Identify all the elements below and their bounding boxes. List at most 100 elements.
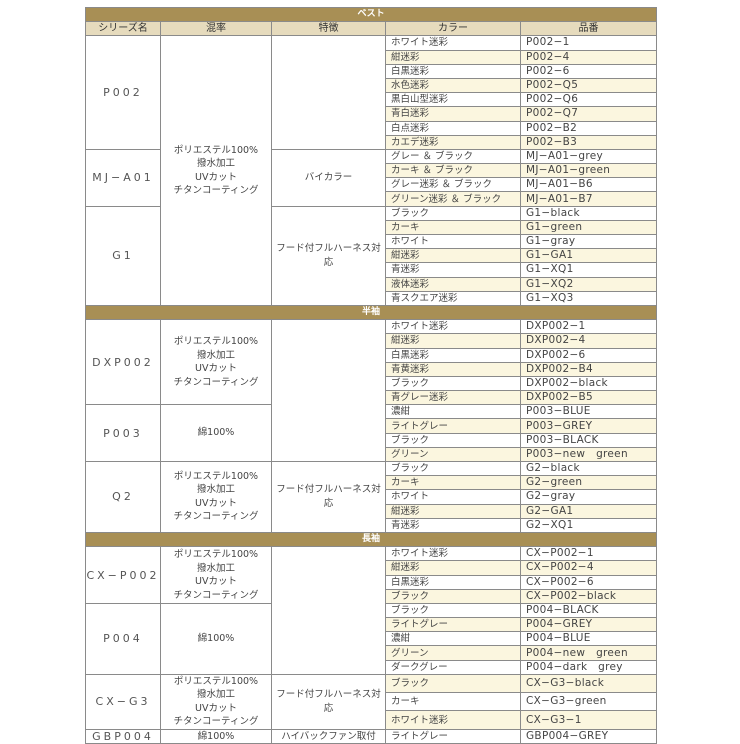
color-name: グレー ＆ ブラック [385,148,521,165]
cell-line: チタンコーティング [173,376,259,388]
product-code: P004−BLACK [519,602,658,619]
product-code: P002−1 [519,35,658,51]
product-code: MJ−A01−B7 [519,191,658,207]
product-code: G1−green [519,219,658,236]
color-name: カーキ [385,692,521,712]
color-name: ライトグレー [385,418,521,434]
table-row: 青グレー迷彩 DXP002−B5 [86,390,658,406]
table-row: グレー迷彩 ＆ ブラック MJ−A01−B6 [86,177,658,193]
product-code: DXP002−6 [519,347,658,363]
color-name: ライトグレー [385,728,521,744]
table-row: ダークグレー P004−dark grey [86,659,658,675]
color-name: 紺迷彩 [385,49,521,65]
table-row: CX−G3 ポリエステル100% 撥水加工 UVカット チタンコーティング フード付フルハ… [85,673,658,730]
product-code: DXP002−B5 [519,390,658,406]
blend-ratio: ポリエステル100% 撥水加工 UVカット チタンコーティング [160,546,272,604]
color-name: ホワイト [385,489,521,505]
product-code: G1−black [519,205,658,221]
table-row: ホワイト迷彩 CX−G3−1 [86,710,658,730]
table-row: P002 ポリエステル100% 撥水加工 UVカット チタンコーティング ホワイト迷彩 P0… [85,35,658,306]
product-code: P002−Q6 [519,92,658,108]
color-name: ホワイト迷彩 [385,319,521,335]
table-row: Q2 ポリエステル100% 撥水加工 UVカット チタンコーティング フード付フルハーネス… [85,460,658,533]
table-row: GBP004 綿100% ハイバックファン取付 ライトグレー GBP004−GREY [85,728,658,744]
series-name: P003 [85,404,161,462]
blend-ratio: ポリエステル100% 撥水加工 UVカット チタンコーティング [160,35,272,306]
color-name: 青白迷彩 [385,106,521,122]
feature: フード付フルハーネス対応 [271,673,386,730]
table-row: ライトグレー P003−GREY [86,418,658,434]
color-name: 白黒迷彩 [385,63,521,79]
product-code: P002−4 [519,49,658,65]
color-name: ブラック [385,673,521,694]
cell-line: 撥水加工 [196,689,235,701]
color-name: 紺迷彩 [385,503,521,519]
series-name: CX−P002 [85,546,161,604]
series-name: Q2 [85,461,161,533]
cell-line: チタンコーティング [173,511,259,523]
table-row: ホワイト G1−gray [86,233,658,250]
cell-line: UVカット [195,576,237,587]
table-row: 水色迷彩 P002−Q5 [86,77,658,94]
feature [271,546,386,675]
product-code: G1−XQ3 [519,290,658,306]
product-code: DXP002−black [519,375,658,392]
header-color: カラー [385,21,521,37]
product-code: G1−XQ1 [519,262,658,278]
product-code: P003−GREY [519,418,658,434]
series-name: GBP004 [85,728,161,744]
table-row: 白黒迷彩 CX−P002−6 [86,574,658,590]
blend-ratio: ポリエステル100% 撥水加工 UVカット チタンコーティング [160,319,272,406]
product-code: GBP004−GREY [519,728,658,744]
product-code: G2−GA1 [519,503,658,519]
table-row: 紺迷彩 P002−4 [86,49,658,65]
blend-ratio: ポリエステル100% 撥水加工 UVカット チタンコーティング [160,461,272,533]
cell-line: バイカラー [304,172,353,183]
product-code: P004−dark grey [519,659,658,675]
table-row: カーキ G1−green [86,219,658,236]
product-code: G2−XQ1 [519,517,658,533]
feature: ハイバックファン取付 [271,728,386,744]
color-name: ブラック [385,588,521,604]
color-name: 液体迷彩 [385,276,521,292]
section-header-row: 半袖 [84,304,658,321]
product-code: P002−6 [519,63,658,79]
table-row: CX−P002 ポリエステル100% 撥水加工 UVカット チタンコーティング ホワイト迷… [85,546,658,675]
cell-line: UVカット [195,702,237,714]
cell-line: UVカット [195,171,237,183]
product-table: ベスト シリーズ名 混率 特徴 カラー 品番 P002 ポリエステル100% 撥水加工 UVカット… [84,6,658,744]
color-name: グリーン [385,446,521,463]
product-code: G1−gray [519,233,658,250]
product-code: MJ−A01−green [519,163,658,179]
table-row: 白点迷彩 P002−B2 [86,120,658,136]
color-name: 青グレー迷彩 [385,390,521,406]
cell-line: ポリエステル100% [173,470,259,482]
color-name: 白黒迷彩 [385,347,521,363]
product-code: G1−GA1 [519,248,658,264]
color-name: グリーン [385,645,521,661]
blend-ratio: 綿100% [160,404,272,462]
blend-ratio: 綿100% [160,728,272,744]
series-name: CX−G3 [85,673,161,730]
product-code: DXP002−B4 [519,361,658,377]
product-code: CX−P002−6 [519,574,658,590]
table-row: カーキ CX−G3−green [86,692,658,712]
blend-ratio: 綿100% [160,602,272,675]
header-code: 品番 [519,21,658,37]
section-title: 長袖 [84,531,658,548]
color-name: ブラック [385,375,521,392]
product-code: P003−BLACK [519,432,658,448]
cell-line: ポリエステル100% [173,549,259,560]
series-name: DXP002 [85,319,161,406]
color-name: 濃紺 [385,404,521,420]
table-row: カーキ ＆ ブラック MJ−A01−green [86,163,658,179]
table-row: G1 フード付フルハーネス対応 ブラック G1−black [85,205,658,306]
color-name: ブラック [385,432,521,448]
cell-line: チタンコーティング [173,716,259,728]
color-name: カエデ迷彩 [385,134,521,150]
product-code: P002−Q7 [519,106,658,122]
color-name: ブラック [385,205,521,221]
color-name: ホワイト [385,233,521,250]
color-name: ライトグレー [385,617,521,633]
product-code: MJ−A01−grey [519,148,658,165]
